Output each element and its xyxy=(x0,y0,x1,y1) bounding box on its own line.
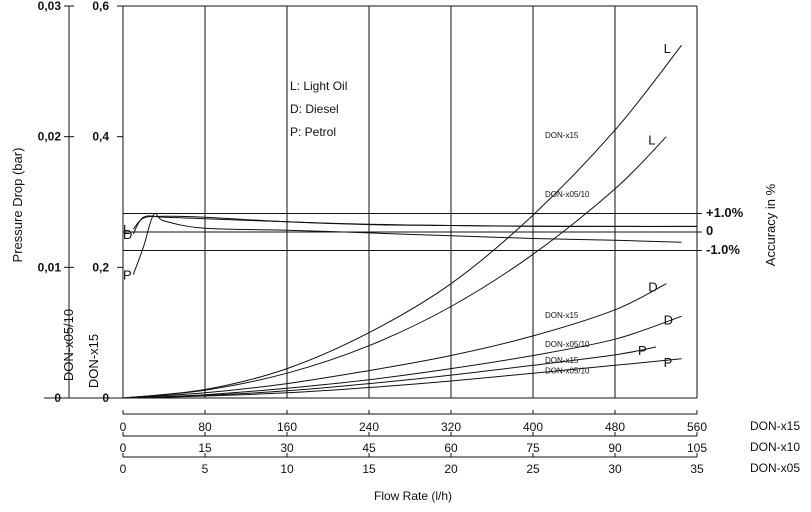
x-tick-label: 20 xyxy=(444,462,458,476)
pressure-curve xyxy=(122,44,682,399)
accuracy-label-minus: -1.0% xyxy=(706,242,740,257)
x-tick-label: 160 xyxy=(277,420,297,434)
accuracy-curve xyxy=(132,215,697,230)
x-tick-label: 15 xyxy=(362,462,376,476)
x-tick-label: 45 xyxy=(362,441,376,455)
y-tick-label-outer: 0,02 xyxy=(38,130,62,144)
x-tick-label: 0 xyxy=(120,420,127,434)
x-tick-label: 0 xyxy=(120,462,127,476)
curve-end-label: D xyxy=(648,280,657,295)
x-tick-label: 400 xyxy=(523,420,543,434)
curve-series-label: DON-x15 xyxy=(545,311,579,320)
x-tick-label: 90 xyxy=(608,441,622,455)
model-axis-label-x15: DON-x15 xyxy=(86,334,101,388)
pressure-curve xyxy=(122,346,657,399)
x-tick-label: 240 xyxy=(359,420,379,434)
y-tick-label-inner: 0,2 xyxy=(92,260,109,274)
x-tick-label: 30 xyxy=(280,441,294,455)
grid xyxy=(204,6,616,398)
curve-end-label: L xyxy=(648,133,655,148)
accuracy-curve-label: D xyxy=(123,227,132,242)
pressure-curve xyxy=(122,358,682,399)
accuracy-band: LD P xyxy=(123,212,702,283)
legend-diesel: D: Diesel xyxy=(290,102,339,116)
x-tick-label: 80 xyxy=(198,420,212,434)
legend-light-oil: L: Light Oil xyxy=(290,79,347,93)
axis-model-label-x05: DON-x05 xyxy=(750,461,800,475)
axis-model-label-x15: DON-x15 xyxy=(750,419,800,433)
x-tick-label: 25 xyxy=(526,462,540,476)
accuracy-axis-label: Accuracy in % xyxy=(763,183,778,266)
accuracy-curve-label: P xyxy=(123,268,132,283)
accuracy-curve xyxy=(132,212,682,275)
accuracy-label-zero: 0 xyxy=(706,223,713,238)
curve-series-label: DON-x05/10 xyxy=(545,190,590,199)
pressure-curves: L DON-x15 L DON-x05/10 D DON-x15 D DON-x05/10 P D… xyxy=(122,41,682,399)
y-tick-label-outer: 0,01 xyxy=(38,260,62,274)
y-tick-label-inner: 0,6 xyxy=(92,0,109,13)
x-tick-label: 0 xyxy=(120,441,127,455)
model-axis-label-x05-10: DON-x05/10 xyxy=(61,309,76,381)
x-tick-label: 480 xyxy=(605,420,625,434)
pressure-curve xyxy=(122,283,667,399)
x-tick-label: 105 xyxy=(687,441,707,455)
x-tick-label: 15 xyxy=(198,441,212,455)
curve-series-label: DON-x05/10 xyxy=(545,366,590,375)
axes: 0 0 0,01 0,2 0,02 0,4 0,03 0,6 0 80 160 240 320 400 48… xyxy=(38,0,708,476)
x-tick-label: 75 xyxy=(526,441,540,455)
x-axis-label: Flow Rate (l/h) xyxy=(374,489,452,503)
curve-series-label: DON-x15 xyxy=(545,356,579,365)
y-axis-label: Pressure Drop (bar) xyxy=(10,148,25,263)
pressure-curve xyxy=(122,315,682,399)
curve-end-label: L xyxy=(664,41,671,56)
accuracy-curve xyxy=(132,215,698,235)
curve-series-label: DON-x15 xyxy=(545,131,579,140)
curve-end-label: P xyxy=(664,355,673,370)
y-tick-label-outer: 0 xyxy=(54,391,61,405)
x-tick-label: 30 xyxy=(608,462,622,476)
legend-petrol: P: Petrol xyxy=(290,125,336,139)
y-tick-label-inner: 0 xyxy=(102,391,109,405)
accuracy-label-plus: +1.0% xyxy=(706,205,744,220)
x-tick-label: 35 xyxy=(690,462,704,476)
y-tick-label-inner: 0,4 xyxy=(92,130,109,144)
x-tick-label: 5 xyxy=(202,462,209,476)
x-tick-label: 560 xyxy=(687,420,707,434)
curve-end-label: D xyxy=(664,312,673,327)
curve-end-label: P xyxy=(638,343,647,358)
axis-model-label-x10: DON-x10 xyxy=(750,440,800,454)
pressure-curve xyxy=(122,136,667,399)
x-tick-label: 60 xyxy=(444,441,458,455)
y-tick-label-outer: 0,03 xyxy=(38,0,62,13)
curve-series-label: DON-x05/10 xyxy=(545,340,590,349)
accuracy-curve-label: L xyxy=(123,222,130,237)
x-tick-label: 320 xyxy=(441,420,461,434)
x-tick-label: 10 xyxy=(280,462,294,476)
